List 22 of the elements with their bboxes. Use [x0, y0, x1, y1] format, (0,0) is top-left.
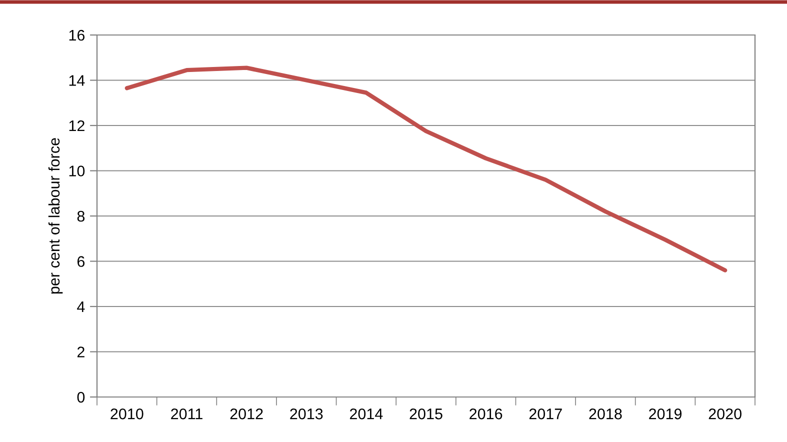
- x-tick-label: 2020: [708, 408, 742, 420]
- x-tick-label: 2016: [470, 408, 502, 420]
- y-tick-label: 14: [69, 75, 85, 86]
- y-tick-label: 0: [77, 392, 85, 403]
- y-axis-title: per cent of labour force: [48, 138, 63, 294]
- y-tick-label: 8: [77, 210, 85, 222]
- y-tick-label: 6: [77, 256, 85, 267]
- x-tick-label: 2015: [410, 408, 442, 420]
- line-series: [124, 66, 728, 272]
- y-tick-label: 4: [77, 302, 85, 312]
- x-tick-label: 2010: [110, 408, 144, 420]
- x-tick-label: 2014: [350, 408, 383, 420]
- x-tick-label: 2019: [649, 408, 682, 420]
- x-tick-label: 2017: [529, 408, 562, 420]
- y-tick-label: 10: [69, 166, 85, 176]
- y-tick-label: 12: [69, 120, 84, 132]
- y-tick-label: 2: [77, 346, 84, 358]
- x-tick-label: 2018: [589, 408, 622, 420]
- y-tick-label: 16: [69, 30, 85, 41]
- x-tick-label: 2011: [171, 408, 202, 420]
- x-tick-label: 2013: [290, 408, 323, 420]
- x-tick-label: 2012: [230, 408, 263, 420]
